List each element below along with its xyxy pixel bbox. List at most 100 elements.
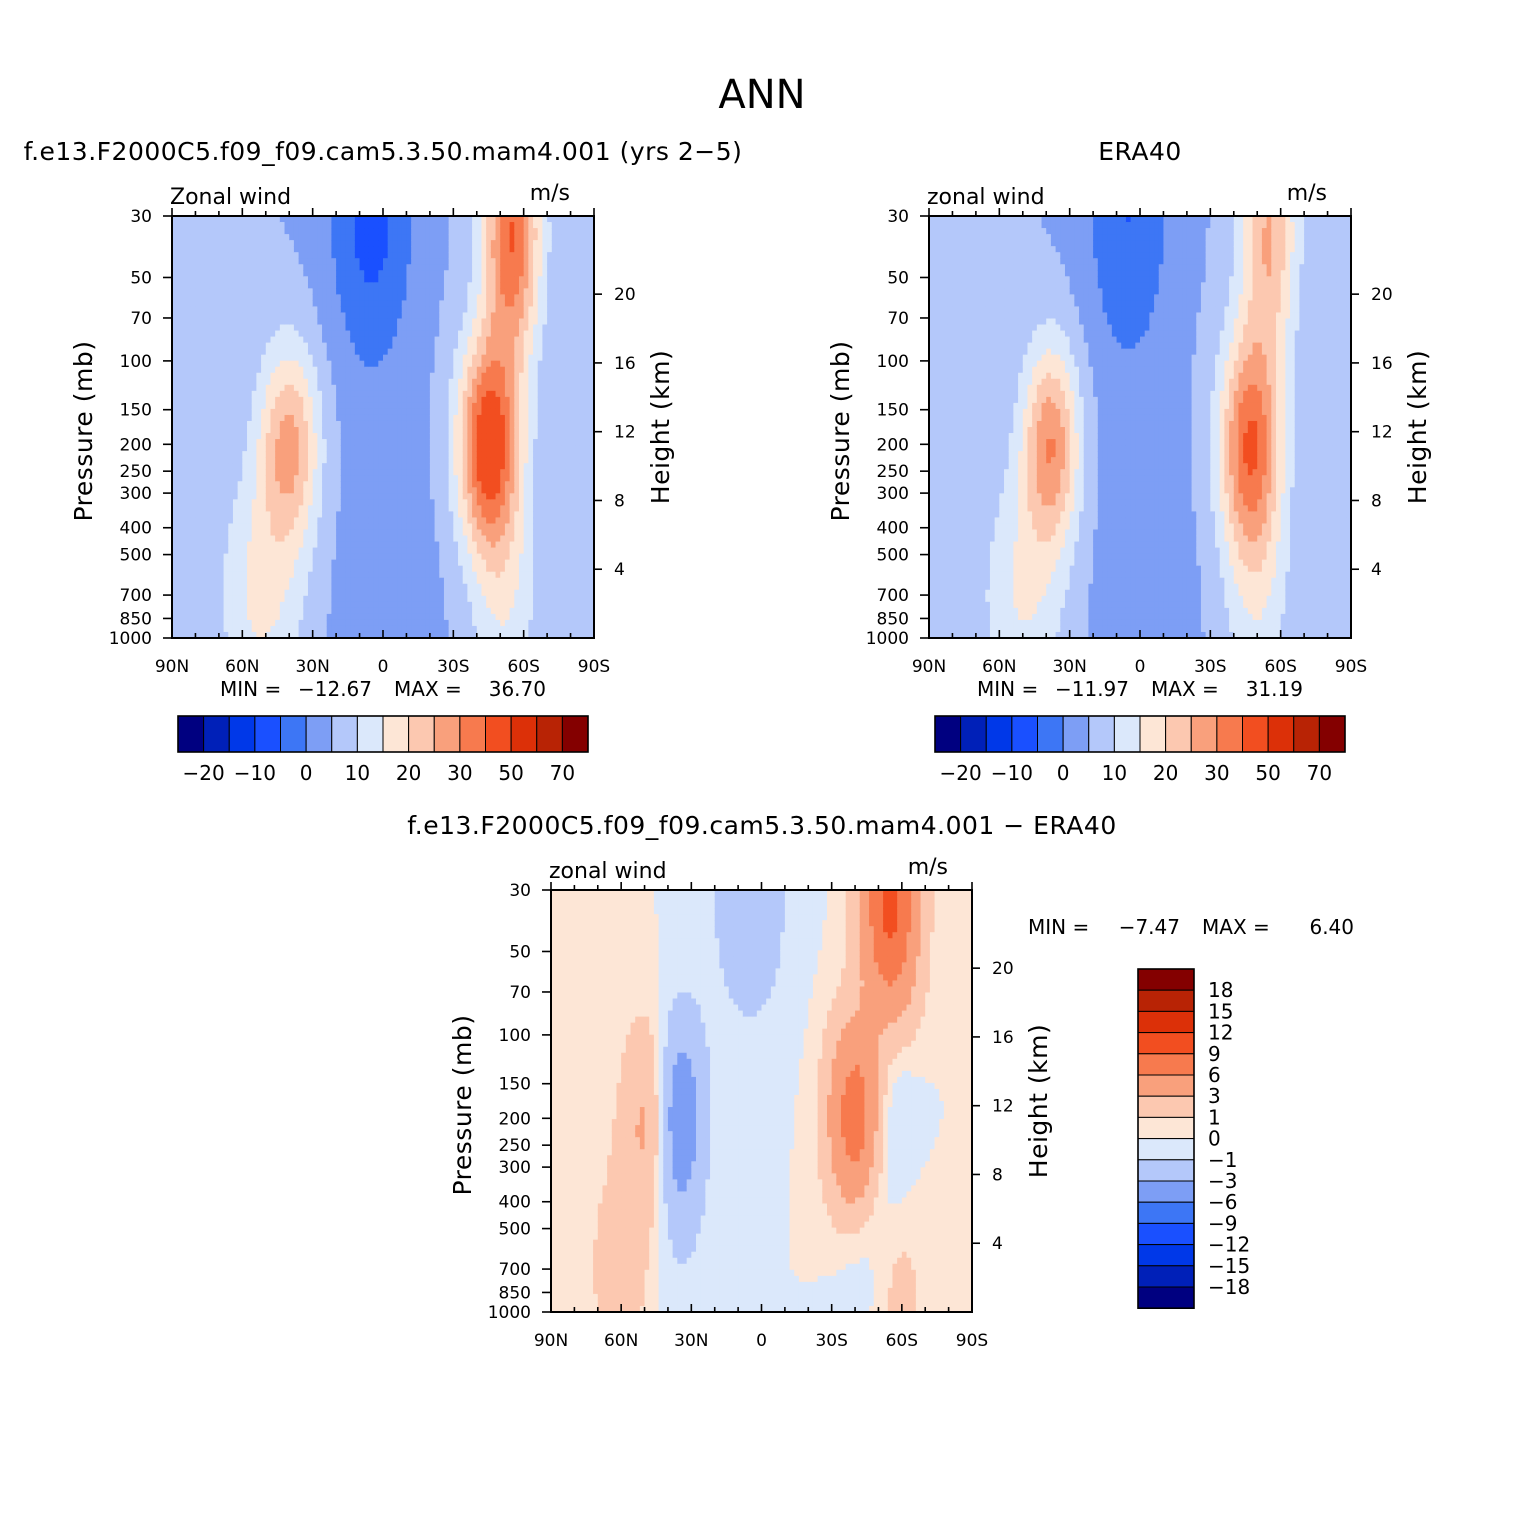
field-cell xyxy=(458,433,464,440)
field-cell xyxy=(429,336,436,344)
field-cell xyxy=(392,354,398,362)
field-cell xyxy=(401,433,408,440)
field-cell xyxy=(336,306,342,314)
field-cell xyxy=(458,499,464,506)
field-cell xyxy=(467,511,473,519)
field-cell xyxy=(237,312,243,320)
field-cell xyxy=(429,517,436,525)
field-cell xyxy=(331,360,337,368)
field-cell xyxy=(218,577,225,585)
field-cell xyxy=(345,589,351,597)
field-cell xyxy=(476,222,483,229)
field-cell xyxy=(331,300,337,308)
field-cell xyxy=(434,234,440,241)
field-cell xyxy=(275,402,281,410)
field-cell xyxy=(373,523,379,531)
field-cell xyxy=(265,366,272,374)
field-cell xyxy=(368,625,375,633)
field-cell xyxy=(387,408,393,416)
field-cell xyxy=(256,433,262,440)
field-cell xyxy=(490,258,497,265)
field-cell xyxy=(401,445,408,452)
field-cell xyxy=(472,511,478,519)
field-cell xyxy=(429,499,436,506)
field-cell xyxy=(443,270,450,277)
field-cell xyxy=(204,384,211,392)
field-cell xyxy=(326,414,333,422)
field-cell xyxy=(443,481,450,488)
field-cell xyxy=(331,222,337,229)
field-cell xyxy=(448,427,454,434)
field-cell xyxy=(486,336,492,344)
field-cell xyxy=(279,234,286,241)
field-cell xyxy=(397,342,403,350)
field-cell xyxy=(275,451,281,458)
field-cell xyxy=(326,234,333,241)
field-cell xyxy=(265,276,272,283)
field-cell xyxy=(345,390,351,398)
field-cell xyxy=(453,294,459,301)
field-cell xyxy=(190,372,197,380)
field-cell xyxy=(359,493,365,500)
field-cell xyxy=(476,276,483,283)
field-cell xyxy=(322,523,328,531)
field-cell xyxy=(434,420,440,428)
field-cell xyxy=(256,463,262,470)
field-cell xyxy=(209,252,215,259)
field-cell xyxy=(307,511,314,519)
field-cell xyxy=(326,312,333,320)
field-cell xyxy=(429,282,436,289)
field-cell xyxy=(251,360,257,368)
field-cell xyxy=(242,288,248,295)
field-cell xyxy=(458,324,464,332)
field-cell xyxy=(425,300,431,308)
field-cell xyxy=(462,366,468,374)
field-cell xyxy=(443,517,450,525)
field-cell xyxy=(458,577,464,585)
field-cell xyxy=(218,402,225,410)
field-cell xyxy=(378,565,384,573)
field-cell xyxy=(500,276,506,283)
field-cell xyxy=(336,324,342,332)
field-cell xyxy=(411,312,417,320)
field-cell xyxy=(397,336,403,344)
field-cell xyxy=(289,252,295,259)
field-cell xyxy=(232,499,239,506)
field-cell xyxy=(242,282,248,289)
field-cell xyxy=(331,258,337,265)
field-cell xyxy=(472,463,478,470)
field-cell xyxy=(462,571,468,579)
field-cell xyxy=(373,216,379,223)
field-cell xyxy=(481,384,487,392)
field-cell xyxy=(228,565,234,573)
field-cell xyxy=(350,252,356,259)
field-cell xyxy=(472,336,478,344)
field-cell xyxy=(439,414,445,422)
field-cell xyxy=(378,535,384,543)
field-cell xyxy=(223,523,229,531)
field-cell xyxy=(275,499,281,506)
field-cell xyxy=(490,228,497,235)
field-cell xyxy=(345,493,351,500)
field-cell xyxy=(195,270,201,277)
field-cell xyxy=(322,505,328,512)
field-cell xyxy=(476,493,483,500)
field-cell xyxy=(443,601,450,609)
field-cell xyxy=(350,559,356,567)
field-cell xyxy=(378,348,384,356)
field-cell xyxy=(303,366,309,374)
field-cell xyxy=(270,390,276,398)
field-cell xyxy=(190,390,197,398)
field-cell xyxy=(420,300,426,308)
field-cell xyxy=(415,366,422,374)
field-cell xyxy=(251,583,257,591)
field-cell xyxy=(467,427,473,434)
field-cell xyxy=(368,324,375,332)
field-cell xyxy=(472,475,478,482)
field-cell xyxy=(223,445,229,452)
field-cell xyxy=(359,258,365,265)
field-cell xyxy=(373,601,379,609)
field-cell xyxy=(218,378,225,386)
field-cell xyxy=(467,535,473,543)
field-cell xyxy=(275,457,281,464)
